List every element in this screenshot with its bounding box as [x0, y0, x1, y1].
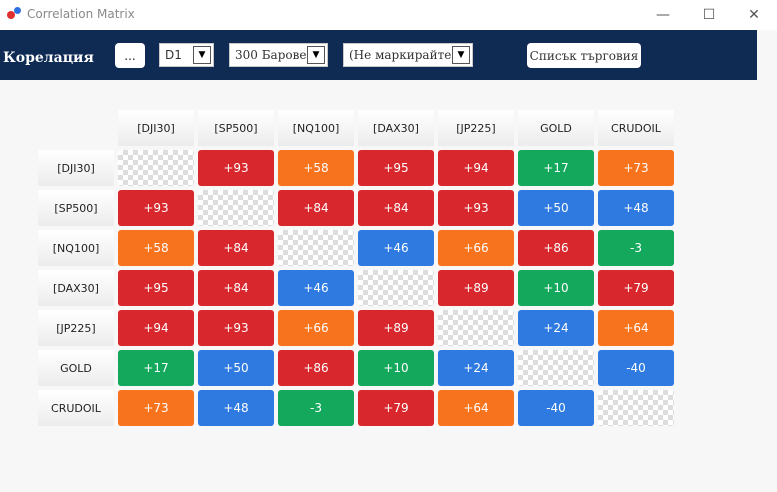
timeframe-value: D1 — [165, 48, 182, 62]
timeframe-select[interactable]: D1 ▼ — [159, 43, 214, 67]
correlation-cell[interactable]: +86 — [278, 350, 354, 386]
correlation-cell[interactable]: +86 — [518, 230, 594, 266]
toolbar: Корелация ... D1 ▼ 300 Барове ▼ (Не марк… — [0, 30, 757, 80]
column-header: [JP225] — [438, 110, 514, 146]
correlation-cell[interactable]: +66 — [278, 310, 354, 346]
row-header: GOLD — [38, 350, 114, 386]
close-button[interactable]: ✕ — [748, 7, 760, 23]
diagonal-cell — [358, 270, 434, 306]
correlation-cell[interactable]: +48 — [598, 190, 674, 226]
correlation-cell[interactable]: +46 — [358, 230, 434, 266]
correlation-cell[interactable]: -40 — [518, 390, 594, 426]
diagonal-cell — [198, 190, 274, 226]
correlation-cell[interactable]: +93 — [118, 190, 194, 226]
row-header: [SP500] — [38, 190, 114, 226]
correlation-cell[interactable]: +89 — [438, 270, 514, 306]
correlation-cell[interactable]: +93 — [438, 190, 514, 226]
correlation-cell[interactable]: -3 — [598, 230, 674, 266]
correlation-cell[interactable]: +10 — [358, 350, 434, 386]
chevron-down-icon: ▼ — [452, 46, 470, 64]
correlation-cell[interactable]: +73 — [118, 390, 194, 426]
column-header: [DAX30] — [358, 110, 434, 146]
column-header: [NQ100] — [278, 110, 354, 146]
correlation-cell[interactable]: +58 — [118, 230, 194, 266]
correlation-cell[interactable]: +94 — [118, 310, 194, 346]
row-header: CRUDOIL — [38, 390, 114, 426]
marker-value: (Не маркирайте) — [349, 48, 452, 62]
correlation-cell[interactable]: +50 — [518, 190, 594, 226]
correlation-cell[interactable]: +95 — [358, 150, 434, 186]
row-header: [DJI30] — [38, 150, 114, 186]
column-header: [DJI30] — [118, 110, 194, 146]
correlation-cell[interactable]: +93 — [198, 310, 274, 346]
diagonal-cell — [278, 230, 354, 266]
correlation-cell[interactable]: -40 — [598, 350, 674, 386]
marker-select[interactable]: (Не маркирайте) ▼ — [343, 43, 473, 67]
chevron-down-icon: ▼ — [193, 46, 211, 64]
correlation-cell[interactable]: +58 — [278, 150, 354, 186]
row-header: [JP225] — [38, 310, 114, 346]
correlation-cell[interactable]: +64 — [438, 390, 514, 426]
correlation-cell[interactable]: -3 — [278, 390, 354, 426]
app-logo-icon — [6, 6, 22, 22]
bars-value: 300 Барове — [235, 48, 307, 62]
correlation-cell[interactable]: +17 — [118, 350, 194, 386]
correlation-cell[interactable]: +94 — [438, 150, 514, 186]
correlation-cell[interactable]: +95 — [118, 270, 194, 306]
correlation-cell[interactable]: +17 — [518, 150, 594, 186]
correlation-cell[interactable]: +84 — [358, 190, 434, 226]
trade-list-button[interactable]: Списък търговия — [527, 43, 641, 68]
maximize-button[interactable]: ☐ — [702, 7, 716, 23]
row-header: [DAX30] — [38, 270, 114, 306]
menu-button[interactable]: ... — [115, 43, 145, 68]
column-header: [SP500] — [198, 110, 274, 146]
correlation-cell[interactable]: +24 — [518, 310, 594, 346]
correlation-cell[interactable]: +84 — [198, 270, 274, 306]
correlation-cell[interactable]: +93 — [198, 150, 274, 186]
bars-select[interactable]: 300 Барове ▼ — [229, 43, 328, 67]
brand-title: Корелация — [3, 50, 94, 66]
correlation-cell[interactable]: +48 — [198, 390, 274, 426]
correlation-cell[interactable]: +64 — [598, 310, 674, 346]
diagonal-cell — [598, 390, 674, 426]
correlation-cell[interactable]: +84 — [198, 230, 274, 266]
column-header: CRUDOIL — [598, 110, 674, 146]
correlation-cell[interactable]: +79 — [358, 390, 434, 426]
diagonal-cell — [438, 310, 514, 346]
correlation-cell[interactable]: +50 — [198, 350, 274, 386]
diagonal-cell — [118, 150, 194, 186]
correlation-cell[interactable]: +46 — [278, 270, 354, 306]
window-title: Correlation Matrix — [27, 7, 135, 21]
correlation-cell[interactable]: +89 — [358, 310, 434, 346]
minimize-button[interactable]: — — [656, 7, 670, 23]
correlation-cell[interactable]: +66 — [438, 230, 514, 266]
correlation-cell[interactable]: +79 — [598, 270, 674, 306]
chevron-down-icon: ▼ — [307, 46, 325, 64]
correlation-cell[interactable]: +24 — [438, 350, 514, 386]
column-header: GOLD — [518, 110, 594, 146]
correlation-cell[interactable]: +73 — [598, 150, 674, 186]
title-bar: Correlation Matrix — ☐ ✕ — [0, 0, 777, 30]
correlation-cell[interactable]: +84 — [278, 190, 354, 226]
diagonal-cell — [518, 350, 594, 386]
correlation-cell[interactable]: +10 — [518, 270, 594, 306]
row-header: [NQ100] — [38, 230, 114, 266]
